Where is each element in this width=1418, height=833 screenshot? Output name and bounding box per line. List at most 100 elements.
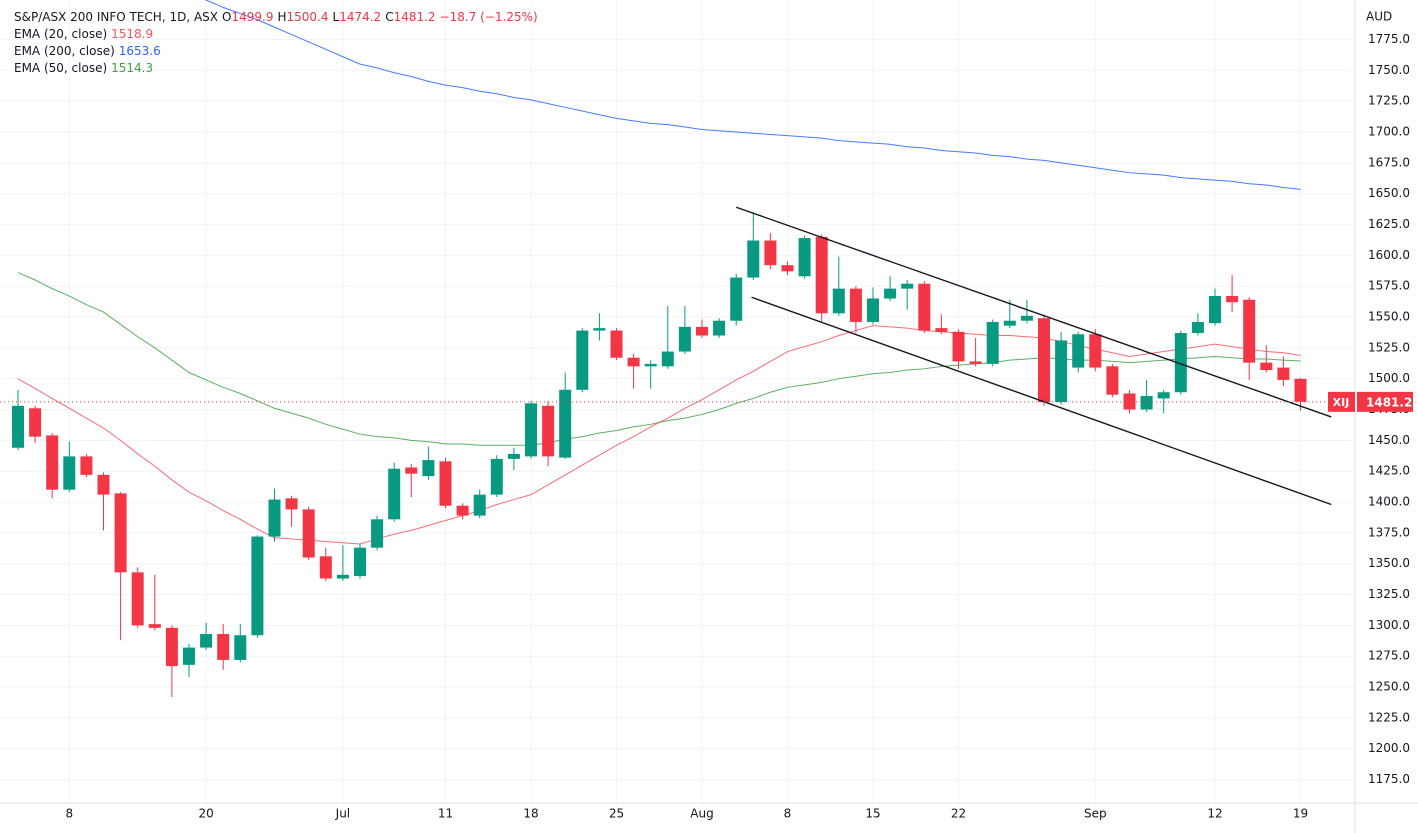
candle-body [302,509,315,558]
candle-body [798,238,811,277]
candle-body [319,556,332,579]
y-tick-label: 1750.0 [1368,63,1410,77]
candle-body [97,474,110,495]
y-tick-label: 1650.0 [1368,186,1410,200]
candle-body [1038,318,1050,403]
legend-entry[interactable]: EMA (50, close) 1514.3 [14,60,542,77]
candle-body [1003,320,1016,326]
ohlc-value: 1481.2 [393,10,436,24]
x-tick-label: 19 [1293,807,1308,821]
x-tick-label: Aug [690,807,713,821]
candle-body [1191,321,1204,334]
header-row: S&P/ASX 200 INFO TECH, 1D, ASX O1499.9 H15… [14,9,542,26]
candle-body [251,536,264,636]
y-tick-label: 1775.0 [1368,32,1410,46]
candle-body [12,405,24,448]
candle-body [696,326,708,336]
candle-body [1020,315,1033,321]
y-tick-label: 1200.0 [1368,741,1410,755]
candle-body [1226,296,1239,303]
candle-body [46,435,59,490]
y-tick-label: 1175.0 [1368,772,1410,786]
ohlc-label: C [385,10,394,24]
y-tick-label: 1400.0 [1368,495,1410,509]
x-tick-label: 25 [609,807,624,821]
candle-body [1260,362,1273,371]
candle-body [80,456,93,475]
y-tick-label: 1600.0 [1368,248,1410,262]
candle-body [644,363,657,367]
ohlc-value: 1474.2 [339,10,382,24]
ema-line [17,325,1301,545]
candle-body [217,634,230,660]
legend-entry[interactable]: EMA (200, close) 1653.6 [14,43,542,60]
ema-legend: EMA (20, close) 1518.9 EMA (200, close) 165… [14,26,542,77]
symbol: S&P/ASX 200 INFO TECH, 1D, ASX [14,10,219,24]
candle-body [576,330,589,390]
candle-body [1209,296,1221,324]
candle-body [730,277,743,321]
y-tick-label: 1225.0 [1368,710,1410,724]
legend-label: EMA (20, close) [14,27,108,41]
ohlc-label: H [277,10,287,24]
legend-value: 1653.6 [118,44,161,58]
candle-body [1106,366,1119,395]
x-tick-label: 8 [65,807,73,821]
candle-body [1072,334,1085,368]
candle-body [867,298,879,322]
x-tick-label: 22 [951,807,966,821]
legend-value: 1514.3 [111,61,154,75]
symbol-tag: XIJ [1333,396,1350,409]
candle-body [1140,395,1153,410]
candle-body [422,460,435,477]
y-tick-label: 1425.0 [1368,464,1410,478]
price-tag: 1481.2 [1366,395,1412,409]
candle-body [388,468,401,520]
candle-body [507,453,520,459]
candle-body [661,351,674,367]
candle-body [200,634,213,648]
trend-line [751,296,1332,506]
candle-body [148,624,161,628]
grid [0,0,1355,803]
candle-body [473,494,486,516]
legend: S&P/ASX 200 INFO TECH, 1D, ASX O1499.9 H 15… [14,9,542,77]
legend-value: 1518.9 [111,27,154,41]
candle-body [884,288,897,299]
candle-body [1294,378,1307,402]
change: −18.7 (−1.25%) [439,10,538,24]
y-tick-label: 1700.0 [1368,124,1410,138]
x-tick-label: 15 [865,807,880,821]
y-tick-label: 1675.0 [1368,155,1410,169]
ohlc-value: 1499.9 [231,10,274,24]
candle-body [114,493,127,573]
candle-body [610,330,623,358]
price-tag-bg [1357,391,1413,412]
x-tick-label: 20 [198,807,213,821]
plot-area [0,0,1355,697]
candle-body [29,408,42,437]
candle-body [832,288,845,314]
y-tick-label: 1300.0 [1368,618,1410,632]
y-tick-label: 1550.0 [1368,310,1410,324]
ema-line [17,272,1301,446]
y-unit: AUD [1366,10,1392,24]
y-tick-label: 1625.0 [1368,217,1410,231]
candle-body [234,635,247,660]
x-tick-label: Jul [335,807,350,821]
x-tick-label: 12 [1207,807,1222,821]
x-tick-label: 11 [438,807,453,821]
candle-body [456,505,469,516]
y-tick-label: 1325.0 [1368,587,1410,601]
candle-body [747,240,760,278]
candle-body [336,574,349,579]
legend-entry[interactable]: EMA (20, close) 1518.9 [14,26,542,43]
candle-body [593,328,606,331]
candle-body [559,389,572,458]
candle-body [63,456,76,490]
ohlc-label: O [222,10,232,24]
candle-body [849,288,862,322]
candle-body [1089,334,1102,368]
